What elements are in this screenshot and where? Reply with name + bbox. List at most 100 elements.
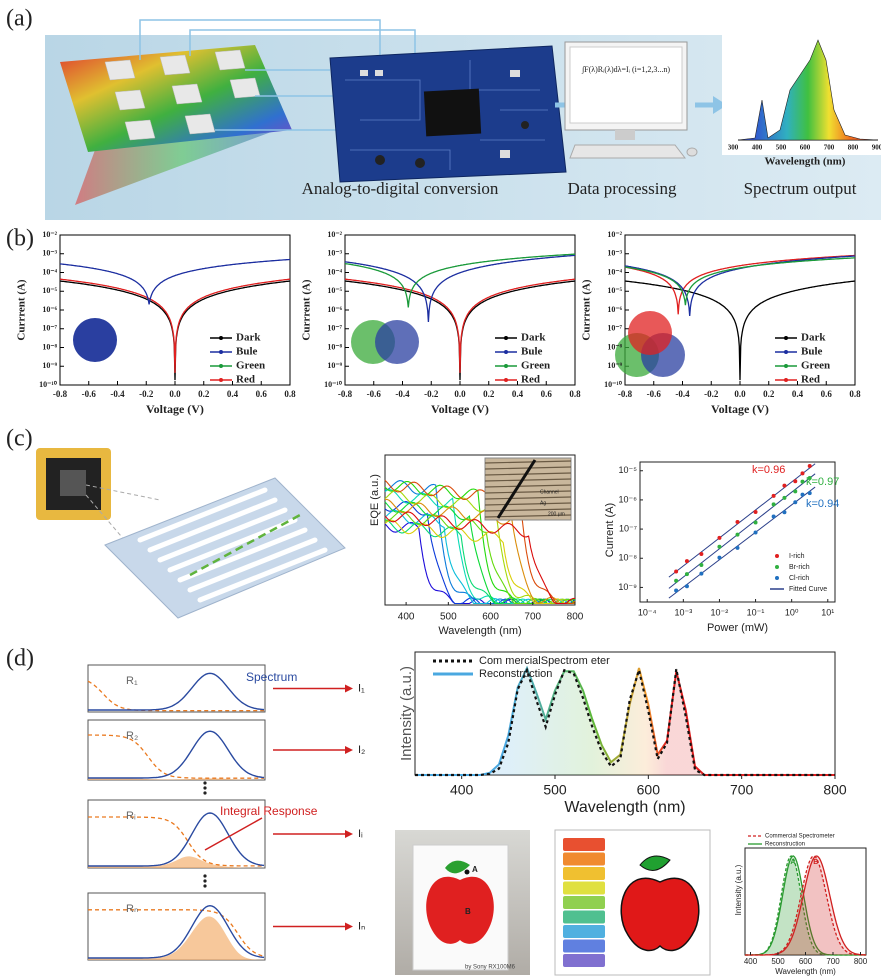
response-row [87, 664, 266, 713]
legend-marker [784, 378, 788, 382]
point-label: B [465, 907, 471, 916]
color-filter-icon [375, 320, 419, 364]
fit-line [668, 463, 816, 578]
small-curve-ref [745, 855, 866, 956]
inset-axis-label: Wavelength (nm) [765, 156, 846, 168]
y-tick-label: 10⁻⁶ [619, 494, 638, 504]
iv-curve [344, 280, 576, 381]
response-row [87, 892, 266, 961]
data-point [674, 569, 679, 574]
legend-label: Fitted Curve [789, 586, 827, 593]
x-tick-label: 600 [637, 782, 661, 798]
data-point [807, 476, 812, 481]
x-tick-label: 400 [450, 782, 474, 798]
x-tick-label: 0.8 [284, 389, 296, 399]
fit-line [668, 473, 816, 589]
y-tick-label: 10⁻¹⁰ [604, 380, 623, 389]
response-curve [87, 680, 264, 712]
inset-electrode [484, 478, 572, 482]
x-tick-label: 600 [799, 957, 813, 966]
slope-label: k=0.94 [806, 498, 839, 510]
x-tick-label: 800 [823, 782, 847, 798]
y-tick-label: 10⁻³ [42, 249, 57, 258]
legend-marker [775, 576, 779, 580]
data-point [782, 510, 787, 515]
x-axis-label: Voltage (V) [711, 402, 769, 416]
y-tick-label: 10⁻⁹ [618, 582, 637, 592]
data-point [807, 491, 812, 496]
x-tick-label: 10⁻³ [674, 607, 692, 617]
x-tick-label: 400 [398, 612, 415, 623]
arrow-head [345, 922, 353, 931]
peak-label: A [790, 859, 795, 866]
x-tick-label: -0.8 [618, 389, 633, 399]
iv-curve [59, 280, 291, 381]
data-point [753, 510, 758, 515]
legend-marker [784, 336, 788, 340]
step-caption: Analog-to-digital conversion [302, 179, 499, 198]
y-tick-label: 10⁻² [327, 230, 342, 239]
inset-electrode [484, 508, 572, 512]
iv-chart [344, 234, 576, 386]
fit-line [668, 486, 816, 599]
legend-label: Cl-rich [789, 575, 809, 582]
spectrum-label: Spectrum [246, 670, 297, 684]
row-box [87, 892, 266, 961]
response-curve [88, 734, 264, 779]
x-tick-label: -0.2 [424, 389, 439, 399]
x-tick-label: -0.4 [395, 389, 410, 399]
iv-curve [59, 278, 291, 373]
x-tick-label: 500 [440, 612, 457, 623]
y-tick-label: 10⁻² [607, 230, 622, 239]
x-axis-label: Wavelength (nm) [564, 799, 685, 816]
iv-curve [59, 258, 290, 305]
y-tick-label: 10⁻⁵ [42, 286, 57, 295]
x-tick-label: 0.8 [569, 389, 581, 399]
data-point [793, 489, 798, 494]
legend-label: Dark [521, 332, 546, 344]
inset-tick-label: 900 [872, 144, 881, 152]
inset-tick-label: 300 [728, 144, 739, 152]
x-tick-label: 500 [543, 782, 567, 798]
current-label: I₂ [358, 744, 365, 756]
x-tick-label: 0.4 [227, 389, 239, 399]
x-tick-label: 800 [854, 957, 868, 966]
x-axis-label: Wavelength (nm) [438, 625, 521, 637]
x-tick-label: 0.8 [849, 389, 861, 399]
current-label: Iᵢ [358, 828, 363, 840]
pixel-stripe [563, 954, 605, 967]
x-tick-label: 0.0 [169, 389, 181, 399]
response-label: Rₙ [126, 903, 138, 915]
data-point [674, 588, 679, 593]
legend-label: Dark [236, 332, 261, 344]
integral-arrow [204, 817, 263, 851]
series-line [415, 665, 835, 777]
point-a-dot [464, 869, 470, 875]
legend-label: Commercial Spectrometer [765, 834, 835, 840]
y-tick-label: 10⁻⁷ [42, 324, 57, 333]
data-point [735, 545, 740, 550]
y-tick-label: 10⁻⁷ [619, 523, 637, 533]
x-tick-label: -0.4 [675, 389, 690, 399]
x-tick-label: 10¹ [821, 607, 834, 617]
data-point [674, 578, 679, 583]
response-curve [88, 909, 265, 957]
small-area [745, 856, 866, 955]
data-point [735, 519, 740, 524]
legend-marker [504, 364, 508, 368]
y-tick-label: 10⁻⁸ [607, 342, 622, 351]
response-curve [88, 816, 264, 867]
legend-label: Green [236, 360, 265, 372]
panel-label: (a) [6, 6, 33, 32]
inset-electrode [484, 484, 572, 488]
data-point [753, 520, 758, 525]
y-tick-label: 10⁻¹⁰ [324, 380, 343, 389]
y-axis-label: Intensity (a.u.) [734, 864, 743, 915]
inset-tick-label: 700 [824, 144, 835, 152]
response-label: R₂ [126, 730, 138, 742]
pixel-leaf [639, 855, 671, 871]
integral-label: Integral Response [220, 804, 318, 818]
iv-curve [344, 253, 576, 308]
small-area [745, 856, 866, 955]
